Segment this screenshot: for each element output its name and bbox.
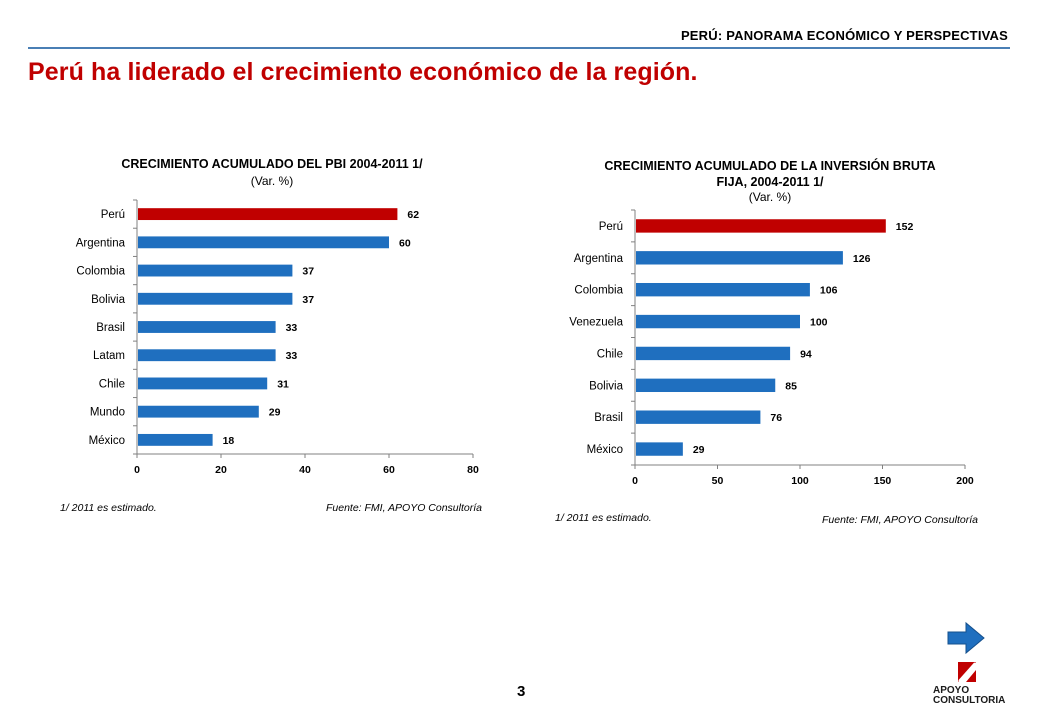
x-tick-label: 100 xyxy=(791,475,809,487)
plot-area: 0 50 100 150 200 Perú 152 Argentina 126 Colombia 1… xyxy=(569,209,974,487)
bar xyxy=(636,219,886,233)
x-tick-label: 40 xyxy=(299,464,311,476)
x-tick-label: 80 xyxy=(467,464,479,476)
x-tick-label: 50 xyxy=(712,475,724,487)
bar xyxy=(636,442,683,456)
category-label: Chile xyxy=(99,378,125,390)
value-label: 126 xyxy=(853,253,871,265)
x-tick-label: 0 xyxy=(134,464,140,476)
arrow-right-icon[interactable] xyxy=(946,621,986,655)
header-divider xyxy=(28,47,1010,49)
value-label: 37 xyxy=(302,294,314,306)
category-label: Bolivia xyxy=(91,294,125,306)
bar xyxy=(636,410,761,424)
category-label: Brasil xyxy=(594,412,623,424)
value-label: 18 xyxy=(223,435,235,447)
category-label: México xyxy=(587,444,623,456)
value-label: 94 xyxy=(800,348,812,360)
category-label: Latam xyxy=(93,350,125,362)
category-label: Argentina xyxy=(76,237,126,249)
chart-subtitle: (Var. %) xyxy=(251,174,293,188)
x-tick-label: 0 xyxy=(632,475,638,487)
x-tick-label: 150 xyxy=(874,475,892,487)
category-label: Colombia xyxy=(76,266,125,278)
logo-line-2: CONSULTORIA xyxy=(933,695,1006,706)
chart-investment-growth: CRECIMIENTO ACUMULADO DE LA INVERSIÓN BR… xyxy=(555,158,978,526)
value-label: 29 xyxy=(269,407,281,419)
x-tick-label: 20 xyxy=(215,464,227,476)
value-label: 100 xyxy=(810,317,828,329)
page-title: Perú ha liderado el crecimiento económic… xyxy=(28,58,698,86)
value-label: 60 xyxy=(399,237,411,249)
plot-area: 0 20 40 60 80 Perú 62 Argentina 60 Colombia 37 Boli… xyxy=(76,199,479,476)
category-label: Venezuela xyxy=(569,317,623,329)
bar xyxy=(138,433,213,446)
chart-subtitle: (Var. %) xyxy=(749,190,791,204)
category-label: Mundo xyxy=(90,407,125,419)
value-label: 29 xyxy=(693,444,705,456)
value-label: 33 xyxy=(286,350,298,362)
category-label: Colombia xyxy=(574,285,623,297)
apoyo-logo-icon xyxy=(958,662,976,682)
chart-note: 1/ 2011 es estimado. xyxy=(555,512,652,524)
page-number: 3 xyxy=(517,683,526,700)
bar xyxy=(138,292,293,305)
chart-note: 1/ 2011 es estimado. xyxy=(60,502,157,514)
chart-source: Fuente: FMI, APOYO Consultoría xyxy=(822,514,978,526)
value-label: 33 xyxy=(286,322,298,334)
logo-line-1: APOYO xyxy=(933,685,970,696)
chart-title-line2: FIJA, 2004-2011 1/ xyxy=(716,175,824,189)
category-label: Argentina xyxy=(574,253,624,265)
category-label: Bolivia xyxy=(589,380,623,392)
bar xyxy=(138,349,276,362)
value-label: 76 xyxy=(770,412,782,424)
bar xyxy=(636,251,843,265)
value-label: 31 xyxy=(277,378,289,390)
bar xyxy=(636,346,791,361)
value-label: 37 xyxy=(302,266,314,278)
category-label: Perú xyxy=(599,221,623,233)
section-header-title: PERÚ: PANORAMA ECONÓMICO Y PERSPECTIVAS xyxy=(680,28,1008,43)
chart-title: CRECIMIENTO ACUMULADO DE LA INVERSIÓN BR… xyxy=(604,158,935,173)
bar xyxy=(138,377,268,390)
category-label: Perú xyxy=(101,209,125,221)
category-label: Brasil xyxy=(96,322,125,334)
category-label: Chile xyxy=(597,348,623,360)
bar xyxy=(636,282,810,297)
logo-text: APOYO CONSULTORIA xyxy=(933,686,1005,706)
category-label: México xyxy=(89,435,125,447)
value-label: 152 xyxy=(896,221,914,233)
x-tick-label: 60 xyxy=(383,464,395,476)
chart-source: Fuente: FMI, APOYO Consultoría xyxy=(326,502,482,514)
value-label: 62 xyxy=(407,209,419,221)
bar xyxy=(636,314,800,329)
bar xyxy=(138,405,259,418)
bar xyxy=(138,264,293,277)
chart-title: CRECIMIENTO ACUMULADO DEL PBI 2004-2011 … xyxy=(121,157,423,171)
bar xyxy=(138,208,398,221)
bar xyxy=(138,236,389,249)
value-label: 106 xyxy=(820,285,838,297)
x-tick-label: 200 xyxy=(956,475,974,487)
value-label: 85 xyxy=(785,380,797,392)
chart-gdp-growth: CRECIMIENTO ACUMULADO DEL PBI 2004-2011 … xyxy=(60,157,482,514)
bar xyxy=(138,321,276,333)
bar xyxy=(636,378,776,393)
